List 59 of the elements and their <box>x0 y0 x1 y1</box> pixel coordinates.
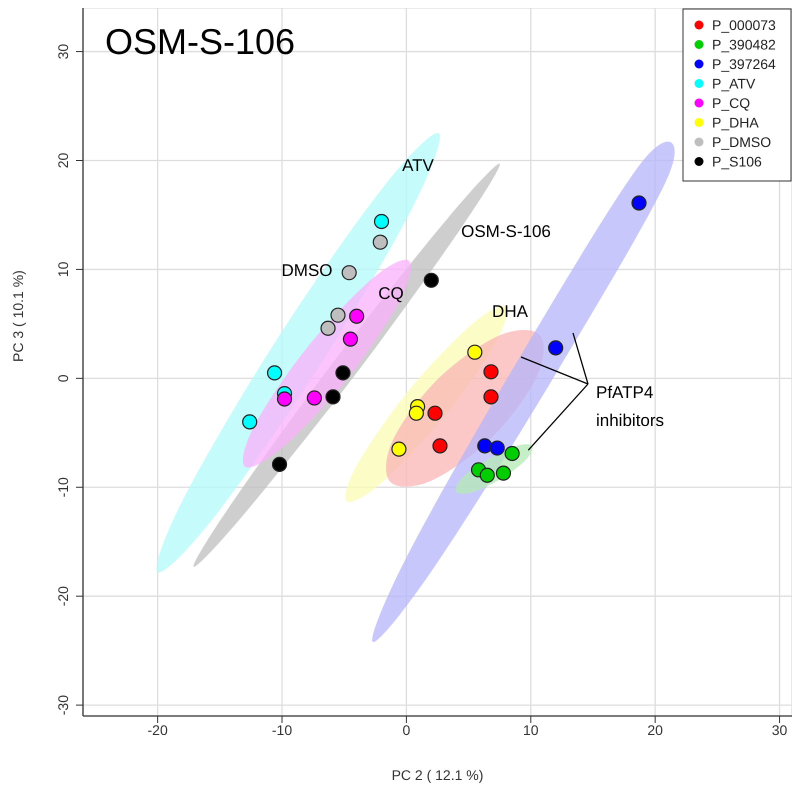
legend-label: P_000073 <box>712 17 776 33</box>
point <box>432 438 448 454</box>
legend-label: P_ATV <box>712 76 756 92</box>
annotation: CQ <box>378 284 404 303</box>
point <box>467 344 482 360</box>
x-tick-label: 30 <box>772 722 788 738</box>
annotation: DMSO <box>282 261 332 280</box>
y-tick-label: -20 <box>55 586 71 606</box>
annotation: ATV <box>402 156 435 175</box>
point <box>276 391 292 407</box>
y-tick-label: 10 <box>55 261 71 278</box>
legend-label: P_CQ <box>712 95 750 111</box>
point <box>342 265 357 280</box>
y-axis-title: PC 3 ( 10.1 %) <box>10 270 26 362</box>
point <box>424 272 439 288</box>
x-tick-label: 20 <box>647 722 664 738</box>
annotation: OSM-S-106 <box>461 222 551 241</box>
point <box>372 234 388 250</box>
legend-label: P_397264 <box>712 56 776 72</box>
point <box>490 440 505 456</box>
x-tick-label: 10 <box>523 722 539 738</box>
legend-label: P_390482 <box>712 36 776 52</box>
annotation: DHA <box>492 302 529 321</box>
y-tick-label: -10 <box>55 476 71 498</box>
point <box>408 406 424 421</box>
x-tick-label: -10 <box>272 722 292 738</box>
point <box>335 365 351 380</box>
legend-label: P_DHA <box>712 114 760 130</box>
point <box>242 414 258 430</box>
point <box>349 308 364 324</box>
point <box>496 466 512 481</box>
point <box>320 320 336 336</box>
point <box>374 214 390 230</box>
annotation: PfATP4 inhibitors <box>596 383 664 430</box>
point <box>391 442 407 457</box>
point <box>483 364 499 380</box>
point <box>266 365 282 380</box>
x-tick-label: -20 <box>148 722 168 738</box>
point <box>483 389 499 404</box>
point <box>272 456 288 472</box>
point <box>477 438 492 454</box>
point <box>342 332 358 347</box>
y-tick-label: -30 <box>55 694 71 716</box>
y-tick-label: 30 <box>55 44 71 60</box>
point <box>548 340 564 356</box>
point <box>330 308 346 323</box>
x-axis-title: PC 2 ( 12.1 %) <box>392 767 484 783</box>
point <box>504 446 520 462</box>
legend-label: P_S106 <box>712 154 762 170</box>
x-tick-label: 0 <box>402 722 411 738</box>
point <box>325 389 341 404</box>
point <box>631 195 647 211</box>
point <box>427 406 443 421</box>
y-tick-label: 20 <box>55 152 71 168</box>
point <box>480 468 495 483</box>
legend-label: P_DMSO <box>712 134 772 150</box>
y-tick-label: 0 <box>55 374 71 382</box>
point <box>306 390 322 406</box>
chart-title: OSM-S-106 <box>105 21 296 62</box>
